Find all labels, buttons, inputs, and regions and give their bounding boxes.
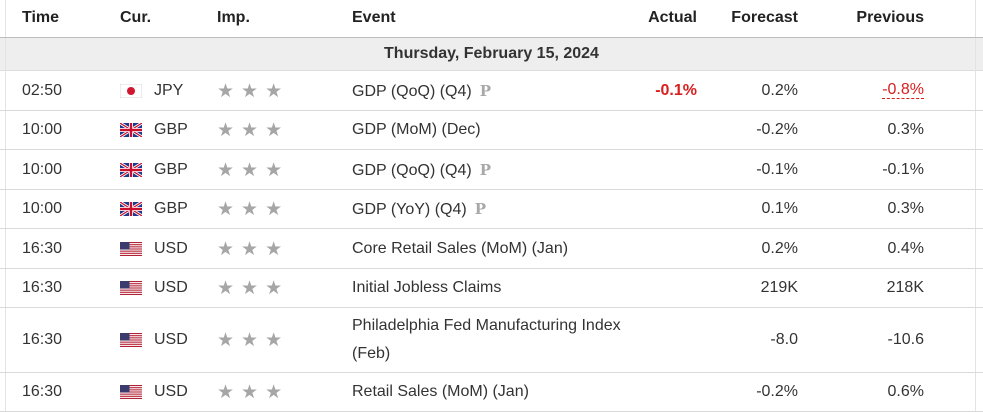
importance-stars: ★★★ [217,160,290,181]
date-label: Thursday, February 15, 2024 [384,45,599,62]
forecast-value: 0.2% [761,82,798,99]
event-name[interactable]: GDP (YoY) (Q4) [352,201,467,218]
event-name[interactable]: Philadelphia Fed Manufacturing Index (Fe… [352,317,621,362]
previous-value: 218K [886,279,924,296]
uk-flag-icon [120,202,142,216]
header-importance[interactable]: Imp. [217,9,250,26]
table-row[interactable]: 10:00 GBP ★★★ GDP (YoY) (Q4) P 0.1% 0.3% [0,190,983,229]
currency-code: GBP [154,200,188,217]
currency-code: USD [154,240,188,257]
event-name[interactable]: GDP (MoM) (Dec) [352,121,481,138]
importance-stars: ★★★ [217,199,290,220]
currency-code: USD [154,331,188,348]
previous-value: 0.6% [887,383,924,400]
currency-code: GBP [154,121,188,138]
forecast-value: -0.2% [756,383,798,400]
importance-stars: ★★★ [217,239,290,260]
header-forecast[interactable]: Forecast [731,9,798,26]
preliminary-release-icon[interactable]: P [474,200,486,218]
event-name-cell[interactable]: GDP (MoM) (Dec) [352,116,632,144]
event-time: 02:50 [22,82,63,99]
previous-value: -10.6 [887,331,924,348]
actual-value: -0.1% [655,82,697,99]
importance-stars: ★★★ [217,382,290,403]
forecast-value: -0.1% [756,161,798,178]
us-flag-icon [120,281,142,295]
table-row[interactable]: 16:30 USD ★★★ Initial Jobless Claims 219K 218… [0,269,983,308]
currency-code: GBP [154,161,188,178]
previous-value: 0.3% [887,121,924,138]
event-name-cell[interactable]: GDP (QoQ) (Q4) P [352,77,632,106]
currency-code: JPY [154,82,184,99]
event-name-cell[interactable]: Retail Sales (MoM) (Jan) [352,378,632,406]
table-left-border [5,0,6,412]
us-flag-icon [120,242,142,256]
header-actual[interactable]: Actual [648,9,697,26]
currency-code: USD [154,383,188,400]
previous-value: 0.3% [887,200,924,217]
header-currency[interactable]: Cur. [120,9,152,26]
table-row[interactable]: 02:50 JPY ★★★ GDP (QoQ) (Q4) P -0.1% 0.2% -0.8% [0,71,983,111]
event-name[interactable]: Retail Sales (MoM) (Jan) [352,383,529,400]
event-name-cell[interactable]: Initial Jobless Claims [352,274,632,302]
importance-stars: ★★★ [217,81,290,102]
event-name-cell[interactable]: Core Retail Sales (MoM) (Jan) [352,235,632,263]
us-flag-icon [120,333,142,347]
preliminary-release-icon[interactable]: P [479,161,491,179]
us-flag-icon [120,385,142,399]
event-name[interactable]: Initial Jobless Claims [352,279,502,296]
event-time: 10:00 [22,121,63,138]
table-row[interactable]: 16:30 USD ★★★ Retail Sales (MoM) (Jan) -0.2%… [0,373,983,412]
importance-stars: ★★★ [217,278,290,299]
event-time: 10:00 [22,200,63,217]
event-time: 16:30 [22,331,63,348]
jp-flag-icon [120,84,142,98]
event-time: 10:00 [22,161,63,178]
forecast-value: -8.0 [770,331,798,348]
preliminary-release-icon[interactable]: P [479,82,491,100]
table-row[interactable]: 16:30 USD ★★★ Philadelphia Fed Manufacturin… [0,308,983,373]
forecast-value: 219K [760,279,798,296]
forecast-value: 0.1% [761,200,798,217]
importance-stars: ★★★ [217,120,290,141]
forecast-value: 0.2% [761,240,798,257]
event-name-cell[interactable]: GDP (QoQ) (Q4) P [352,156,632,185]
table-row[interactable]: 10:00 GBP ★★★ GDP (QoQ) (Q4) P -0.1% -0.1% [0,150,983,190]
uk-flag-icon [120,163,142,177]
header-previous[interactable]: Previous [856,9,924,26]
previous-value: -0.1% [882,161,924,178]
uk-flag-icon [120,123,142,137]
table-row[interactable]: 16:30 USD ★★★ Core Retail Sales (MoM) (Jan)… [0,229,983,269]
previous-value: 0.4% [887,240,924,257]
currency-code: USD [154,279,188,296]
table-row[interactable]: 10:00 GBP ★★★ GDP (MoM) (Dec) -0.2% 0.3% [0,111,983,150]
forecast-value: -0.2% [756,121,798,138]
event-time: 16:30 [22,279,63,296]
importance-stars: ★★★ [217,330,290,351]
event-time: 16:30 [22,240,63,257]
table-right-border [975,0,976,412]
event-name[interactable]: GDP (QoQ) (Q4) [352,162,472,179]
event-rows: 02:50 JPY ★★★ GDP (QoQ) (Q4) P -0.1% 0.2% -0.8%… [0,71,983,412]
event-time: 16:30 [22,383,63,400]
event-name[interactable]: GDP (QoQ) (Q4) [352,83,472,100]
event-name[interactable]: Core Retail Sales (MoM) (Jan) [352,240,569,257]
table-header: Time Cur. Imp. Event Actual Forecast Pre… [0,0,983,38]
event-name-cell[interactable]: Philadelphia Fed Manufacturing Index (Fe… [352,312,632,368]
date-group-header: Thursday, February 15, 2024 [0,38,983,71]
header-event[interactable]: Event [352,9,396,26]
event-name-cell[interactable]: GDP (YoY) (Q4) P [352,195,632,224]
previous-value[interactable]: -0.8% [882,81,924,99]
header-time[interactable]: Time [22,9,60,26]
